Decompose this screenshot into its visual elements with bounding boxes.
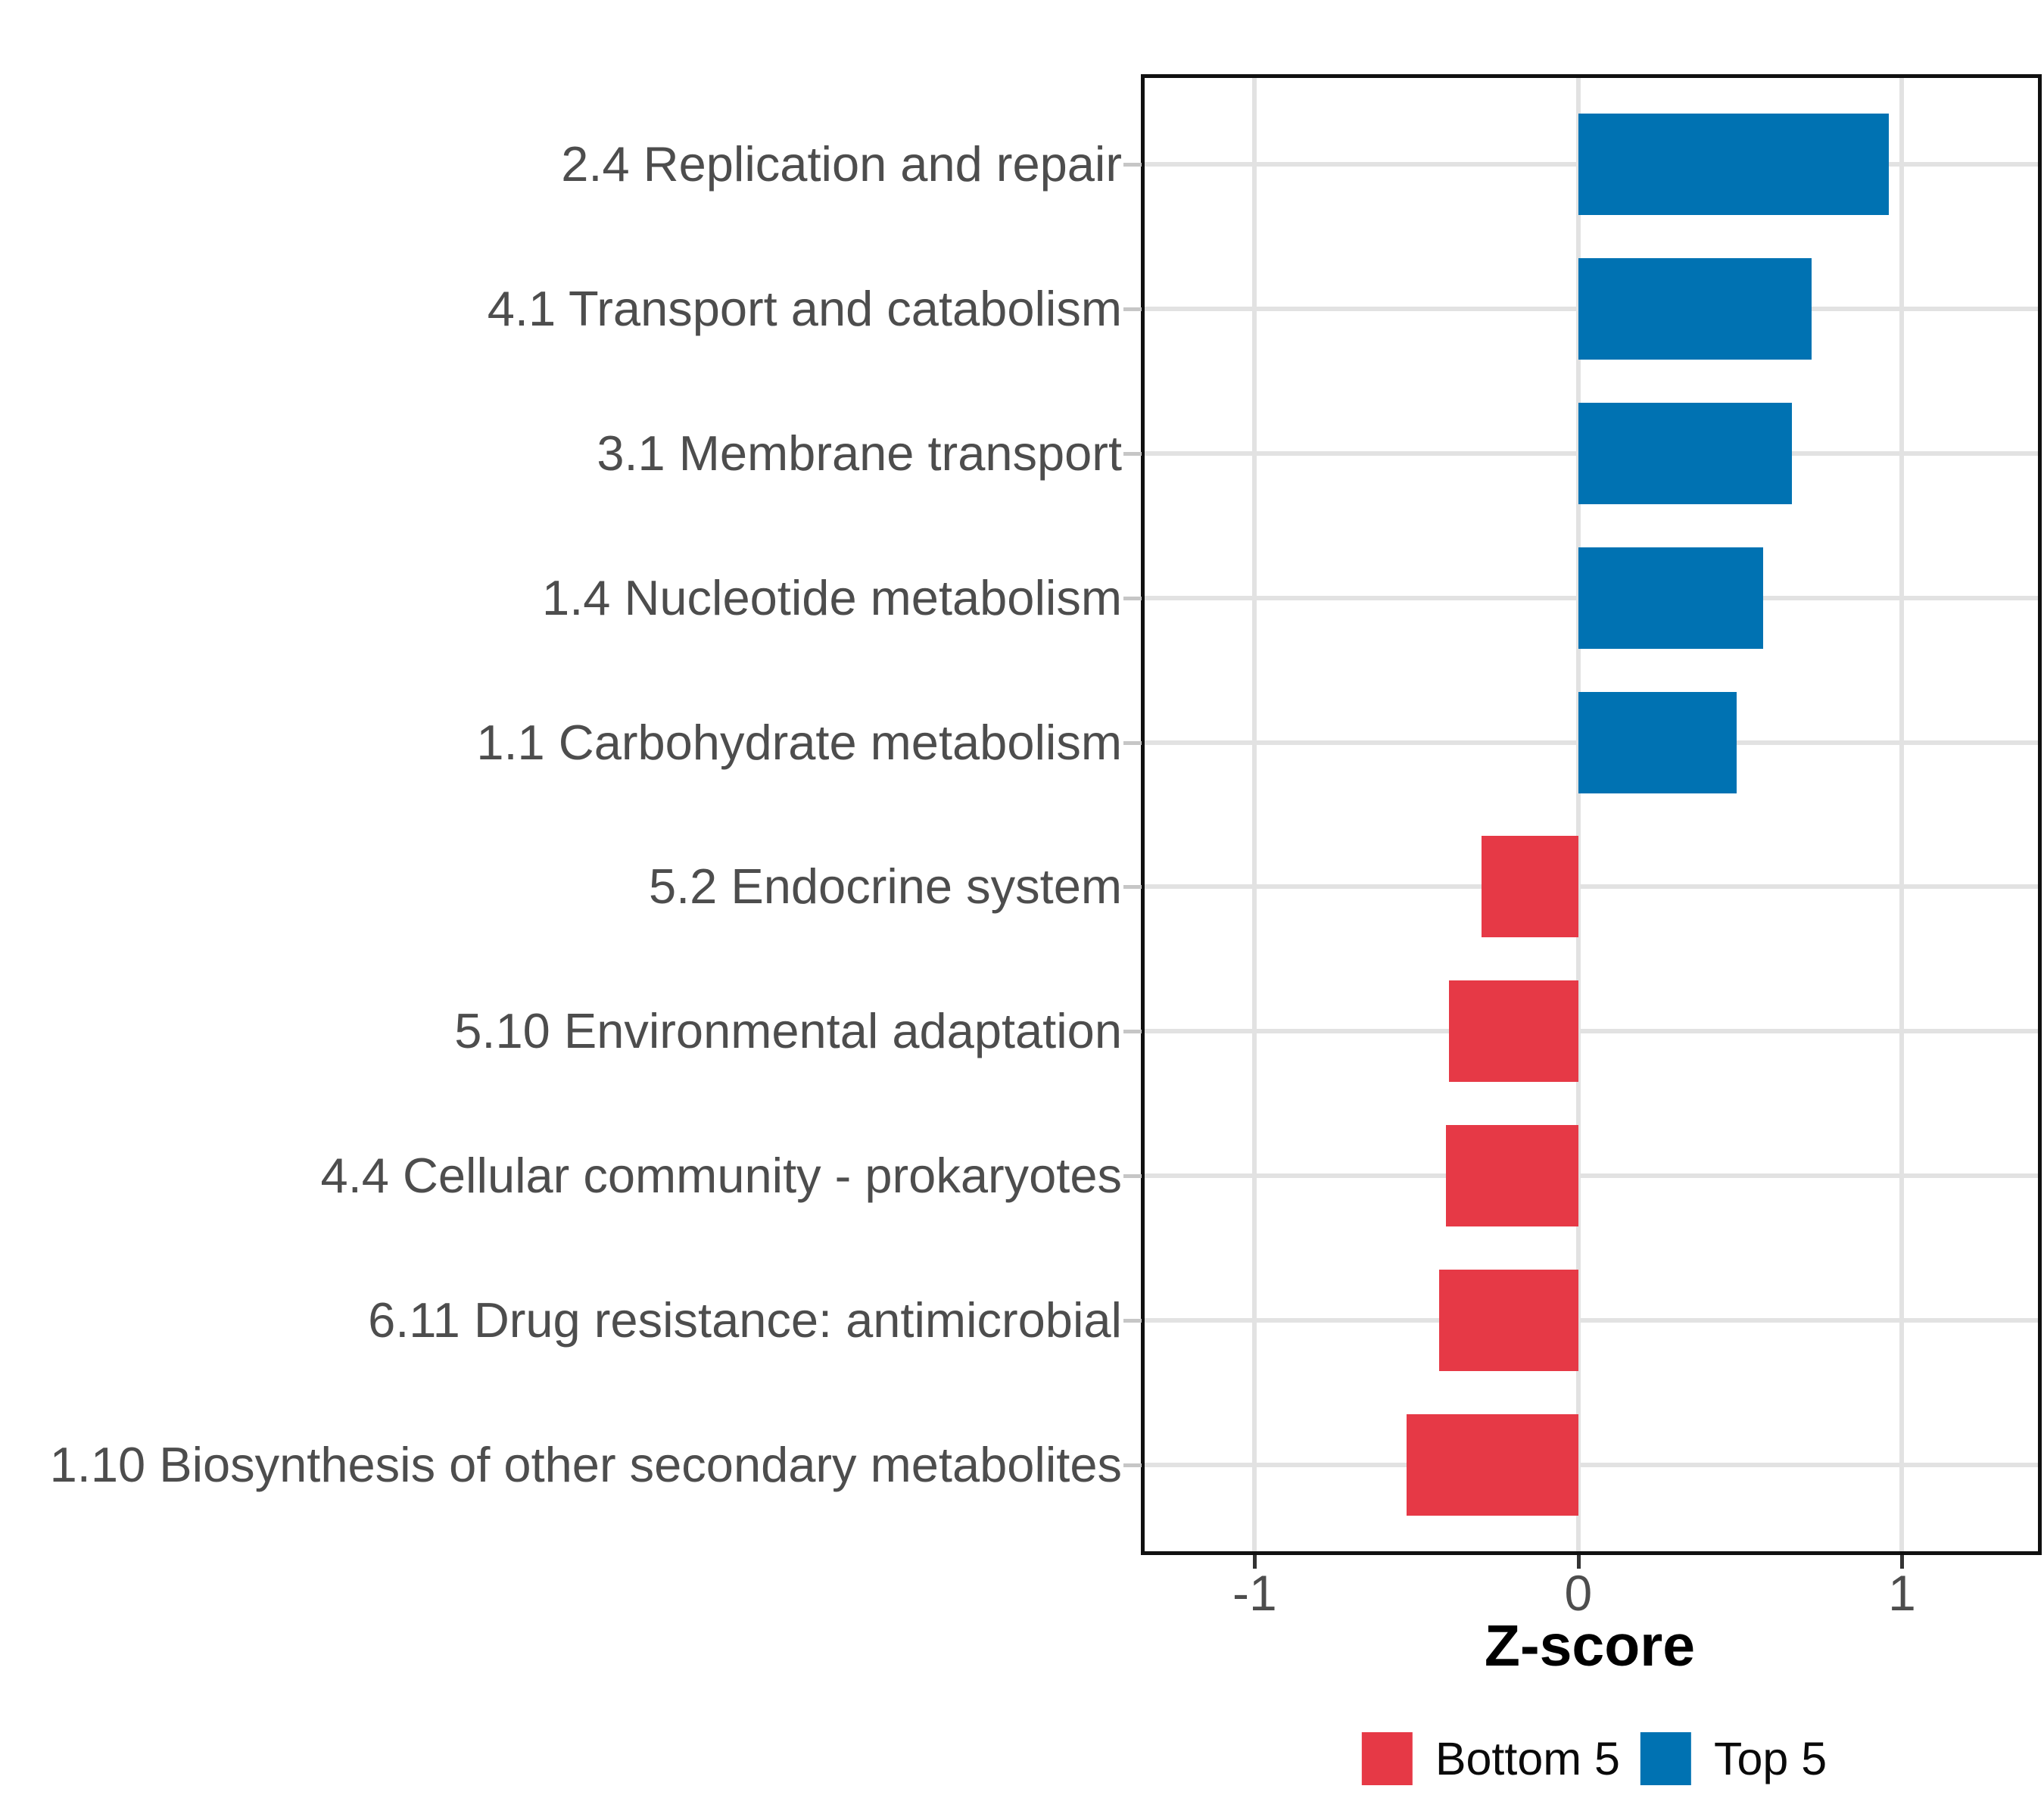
x-tick-label: -1 [1232,1565,1277,1621]
bar-3 [1578,403,1793,505]
gridline-x [1899,78,1905,1551]
y-axis-label: 1.4 Nucleotide metabolism [542,569,1122,625]
y-axis-tick [1123,740,1142,745]
y-axis-label: 5.2 Endocrine system [648,859,1122,915]
bar-10 [1407,1413,1578,1516]
y-axis-tick [1123,452,1142,457]
legend-label-top5: Top 5 [1713,1733,1827,1784]
legend: Bottom 5 Top 5 [1361,1732,1827,1785]
bar-7 [1448,980,1578,1083]
x-axis-tick [1253,1555,1257,1569]
legend-swatch-top5 [1640,1732,1691,1785]
y-axis-tick [1123,885,1142,890]
y-axis-label: 1.10 Biosynthesis of other secondary met… [49,1436,1122,1492]
bar-1 [1578,114,1890,216]
gridline-y [1145,1462,2038,1467]
legend-item-top5: Top 5 [1640,1732,1827,1785]
bar-8 [1445,1124,1578,1226]
y-axis-label: 3.1 Membrane transport [597,425,1122,482]
legend-label-bottom5: Bottom 5 [1435,1733,1620,1784]
bar-9 [1439,1269,1578,1371]
y-axis-tick [1123,1318,1142,1323]
y-axis-tick [1123,163,1142,167]
y-axis-label: 4.1 Transport and catabolism [487,281,1122,337]
gridline-y [1145,1029,2038,1034]
x-axis-tick [1576,1555,1581,1569]
bar-4 [1578,547,1763,649]
y-axis-tick [1123,1173,1142,1178]
legend-swatch-bottom5 [1361,1732,1413,1785]
y-axis-tick [1123,307,1142,312]
gridline-y [1145,1317,2038,1323]
y-axis-label: 4.4 Cellular community - prokaryotes [320,1147,1122,1203]
gridline-x [1575,78,1581,1551]
y-axis-label: 5.10 Environmental adaptation [454,1003,1122,1059]
y-axis-tick [1123,1030,1142,1034]
y-axis-tick [1123,1463,1142,1467]
bar-2 [1578,258,1812,360]
gridline-y [1145,1173,2038,1178]
x-tick-label: 1 [1888,1565,1916,1621]
y-axis-label: 6.11 Drug resistance: antimicrobial [368,1292,1122,1348]
gridline-x [1252,78,1257,1551]
y-axis-label: 2.4 Replication and repair [561,136,1122,192]
gridline-y [1145,884,2038,890]
legend-item-bottom5: Bottom 5 [1361,1732,1620,1785]
y-axis-tick [1123,596,1142,600]
x-axis-title: Z-score [1484,1613,1696,1678]
y-axis-label: 1.1 Carbohydrate metabolism [476,714,1122,770]
bar-6 [1481,836,1578,938]
bar-5 [1578,691,1737,793]
x-tick-label: 0 [1564,1565,1593,1621]
plot-panel [1141,74,2042,1555]
x-axis-tick [1900,1555,1905,1569]
